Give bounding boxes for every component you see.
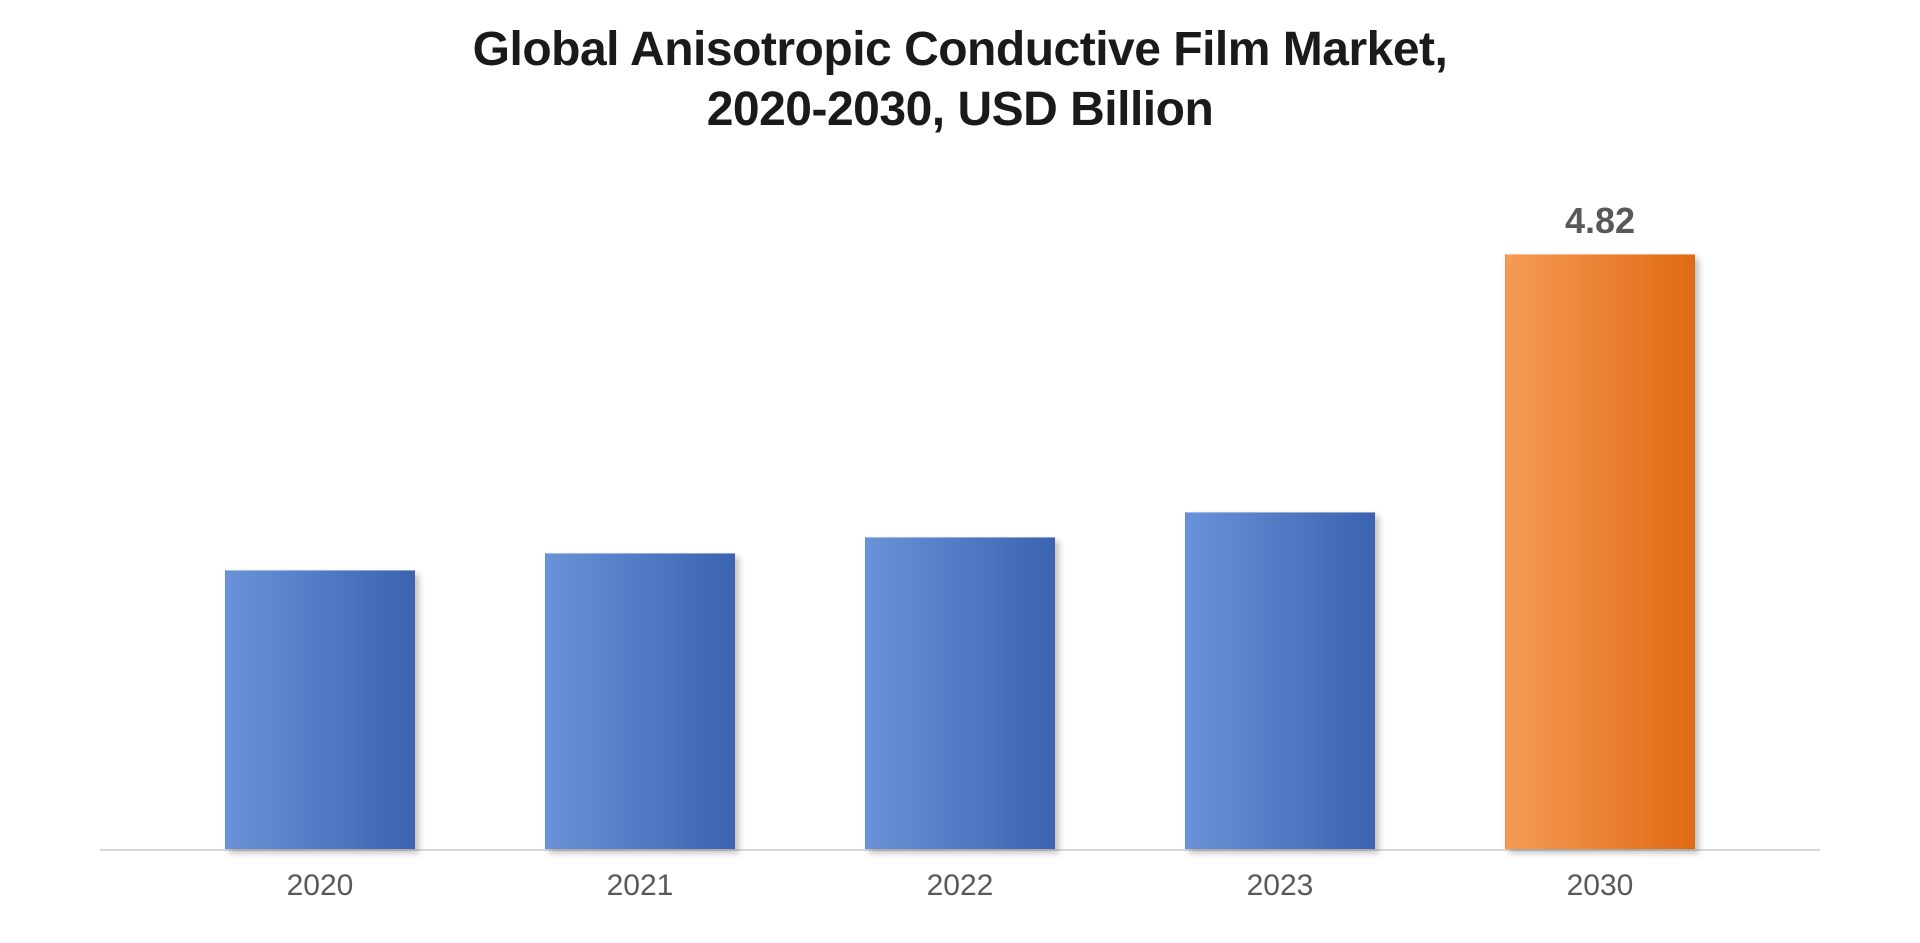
x-axis: 20202021202220232030	[100, 851, 1820, 903]
bar-slot	[160, 200, 480, 849]
x-axis-tick: 2022	[800, 869, 1120, 903]
bar-slot: 4.82	[1440, 200, 1760, 849]
bar	[1185, 512, 1375, 849]
chart-title-line2: 2020-2030, USD Billion	[100, 80, 1820, 140]
bar	[865, 537, 1055, 849]
chart-title: Global Anisotropic Conductive Film Marke…	[100, 20, 1820, 140]
bar-value-label: 4.82	[1565, 200, 1635, 242]
x-axis-tick: 2021	[480, 869, 800, 903]
chart-container: Global Anisotropic Conductive Film Marke…	[0, 0, 1920, 943]
bar	[225, 570, 415, 849]
bar-slot	[800, 200, 1120, 849]
bar-slot	[480, 200, 800, 849]
plot-area: 4.82	[100, 200, 1820, 851]
chart-title-line1: Global Anisotropic Conductive Film Marke…	[100, 20, 1820, 80]
bar-slot	[1120, 200, 1440, 849]
x-axis-tick: 2030	[1440, 869, 1760, 903]
bar	[545, 553, 735, 849]
x-axis-tick: 2023	[1120, 869, 1440, 903]
bar	[1505, 254, 1695, 849]
x-axis-tick: 2020	[160, 869, 480, 903]
